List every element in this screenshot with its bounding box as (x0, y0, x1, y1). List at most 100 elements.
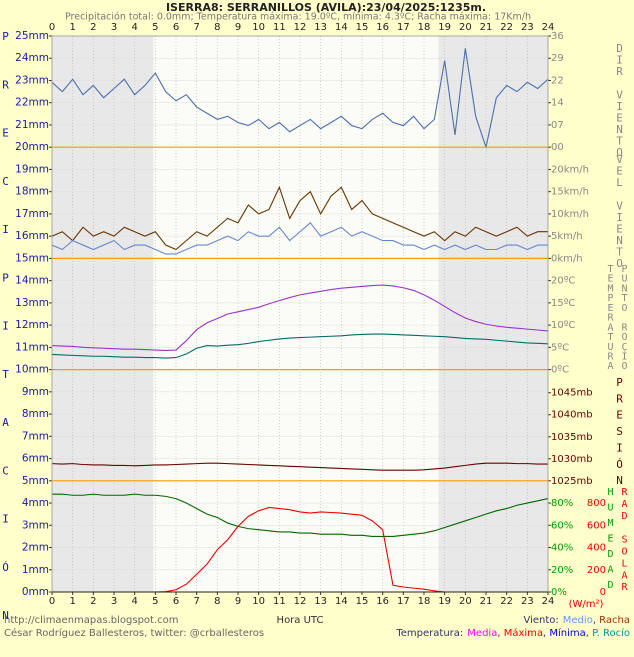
y-tick-label: 0km/h (551, 253, 583, 264)
precip-tick-label: 18mm (15, 186, 49, 198)
y-tick-label: 0ºC (551, 365, 569, 376)
y-tick-label: 40% (551, 543, 573, 554)
y-tick-label: 1040mb (551, 410, 593, 421)
x-tick-label-top: 22 (500, 22, 513, 33)
precip-tick-label: 17mm (15, 208, 49, 220)
legend-item: Media (467, 628, 497, 639)
x-tick-label-bottom: 10 (252, 596, 265, 607)
chart-subtitle: Precipitación total: 0.0mm; Temperatura … (65, 12, 531, 23)
x-tick-label-bottom: 4 (131, 596, 137, 607)
data-line (51, 222, 548, 255)
y2-tick-label: 0 (600, 587, 606, 598)
y-tick-label: 15km/h (551, 187, 589, 198)
precip-tick-label: 9mm (22, 386, 49, 398)
precip-tick-label: 1mm (22, 564, 49, 576)
precip-tick-label: 4mm (22, 497, 49, 509)
x-tick-label-bottom: 17 (397, 596, 410, 607)
data-line (51, 333, 549, 359)
x-tick-label-bottom: 6 (173, 596, 179, 607)
x-tick-label-top: 6 (173, 22, 179, 33)
precip-tick-label: 3mm (22, 519, 49, 531)
vertical-axis-title: HUMEDAD (605, 486, 616, 596)
x-tick-label-top: 15 (356, 22, 369, 33)
y-tick-label: 0% (551, 587, 567, 598)
y2-tick-label: 800 (587, 498, 606, 509)
precip-tick-label: 11mm (15, 341, 49, 353)
vertical-axis-title: PRESIÓN (613, 375, 626, 491)
y-tick-label: 80% (551, 498, 573, 509)
y-tick-label: 36 (551, 31, 564, 42)
x-tick-label-top: 24 (542, 22, 555, 33)
x-tick-label-top: 12 (294, 22, 307, 33)
legend-label: Viento: (523, 615, 558, 626)
vertical-axis-title: PUNTO ROCÍO (619, 264, 630, 372)
x-tick-label-top: 21 (480, 22, 493, 33)
x-tick-label-top: 2 (90, 22, 96, 33)
precip-tick-label: 23mm (15, 74, 49, 86)
x-tick-label-top: 14 (335, 22, 348, 33)
x-tick-label-bottom: 22 (500, 596, 513, 607)
x-tick-label-top: 20 (459, 22, 472, 33)
x-tick-label-top: 8 (214, 22, 220, 33)
precip-tick-label: 10mm (15, 364, 49, 376)
x-tick-label-bottom: 24 (542, 596, 555, 607)
x-tick-label-top: 17 (397, 22, 410, 33)
x-tick-label-top: 5 (152, 22, 158, 33)
y-tick-label: 20ºC (551, 276, 575, 287)
precip-tick-label: 16mm (15, 230, 49, 242)
precip-tick-label: 13mm (15, 297, 49, 309)
x-tick-label-bottom: 18 (418, 596, 431, 607)
y-tick-label: 60% (551, 520, 573, 531)
footer-url: http://climaenmapas.blogspot.com (4, 615, 179, 626)
data-line (51, 284, 549, 352)
vertical-axis-title: PRECIPITACIÓN (0, 30, 12, 657)
x-tick-label-bottom: 1 (69, 596, 75, 607)
y-tick-label: 29 (551, 53, 564, 64)
x-tick-label-top: 11 (273, 22, 286, 33)
x-tick-label-bottom: 7 (193, 596, 199, 607)
night-shading (52, 36, 154, 592)
legend-item: P. Rocío (592, 627, 630, 639)
x-tick-label-top: 7 (193, 22, 199, 33)
x-tick-label-bottom: 14 (335, 596, 348, 607)
x-tick-label-top: 18 (418, 22, 431, 33)
y-tick-label: 00 (551, 142, 564, 153)
x-tick-label-bottom: 21 (480, 596, 493, 607)
y-tick-label: 5km/h (551, 231, 583, 242)
x-tick-label-bottom: 13 (314, 596, 327, 607)
chart-title: ISERRA8: SERRANILLOS (AVILA):23/04/2025:… (166, 1, 486, 14)
y2-tick-label: 600 (587, 520, 606, 531)
data-line (51, 48, 549, 150)
y-tick-label: 5ºC (551, 342, 569, 353)
precip-tick-label: 19mm (15, 163, 49, 175)
data-line (52, 493, 549, 537)
x-tick-label-top: 1 (69, 22, 75, 33)
x-axis-label: Hora UTC (277, 615, 324, 626)
data-line (51, 462, 548, 471)
x-tick-label-top: 23 (521, 22, 534, 33)
y2-unit-label: (W/m²) (569, 599, 604, 610)
y-tick-label: 22 (551, 75, 564, 86)
precip-tick-label: 22mm (15, 97, 49, 109)
night-shading (438, 36, 548, 592)
x-tick-label-bottom: 11 (273, 596, 286, 607)
vertical-axis-title: RAD SOLAR (619, 486, 630, 594)
legend-separator: , (543, 628, 549, 639)
precip-tick-label: 7mm (22, 430, 49, 442)
x-tick-label-top: 4 (131, 22, 137, 33)
x-tick-label-bottom: 16 (376, 596, 389, 607)
y-tick-label: 20% (551, 565, 573, 576)
x-tick-label-bottom: 2 (90, 596, 96, 607)
footer-author: César Rodríguez Ballesteros, twitter: @c… (4, 627, 264, 639)
x-tick-label-bottom: 15 (356, 596, 369, 607)
legend-separator: , (586, 628, 592, 639)
precip-tick-label: 2mm (22, 542, 49, 554)
x-tick-label-bottom: 8 (214, 596, 220, 607)
x-tick-label-bottom: 23 (521, 596, 534, 607)
vertical-axis-title: VEL VIENTO (613, 153, 626, 269)
precip-tick-label: 20mm (15, 141, 49, 153)
x-tick-label-bottom: 12 (294, 596, 307, 607)
y-tick-label: 1025mb (551, 476, 593, 487)
x-tick-label-bottom: 20 (459, 596, 472, 607)
